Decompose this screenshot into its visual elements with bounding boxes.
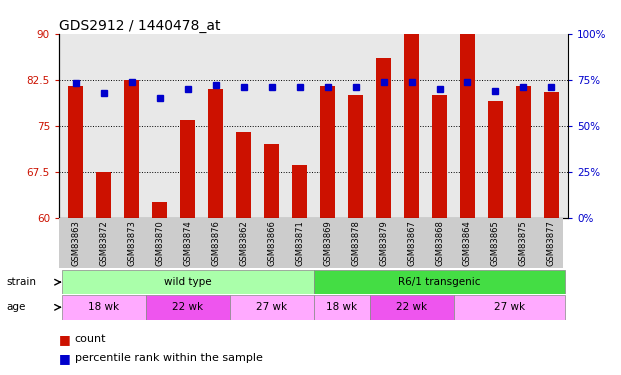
Bar (487, 101, 503, 217)
Bar (230, 295, 314, 320)
Text: GSM83863: GSM83863 (71, 220, 80, 266)
Text: wild type: wild type (164, 277, 212, 287)
Text: 27 wk: 27 wk (256, 302, 287, 312)
Text: R6/1 transgenic: R6/1 transgenic (398, 277, 481, 287)
Bar (236, 132, 252, 218)
Text: percentile rank within the sample: percentile rank within the sample (75, 353, 263, 363)
Text: count: count (75, 334, 106, 344)
Text: GSM83878: GSM83878 (351, 220, 360, 266)
Bar (62, 270, 314, 294)
Bar (292, 165, 307, 218)
Text: 18 wk: 18 wk (326, 302, 357, 312)
Text: GSM83871: GSM83871 (295, 220, 304, 266)
Text: GSM83867: GSM83867 (407, 220, 416, 266)
Text: age: age (6, 302, 25, 312)
Bar (62, 295, 146, 320)
Text: GSM83875: GSM83875 (519, 220, 528, 266)
Text: 22 wk: 22 wk (172, 302, 203, 312)
Text: GDS2912 / 1440478_at: GDS2912 / 1440478_at (59, 19, 220, 33)
Bar (453, 295, 565, 320)
Text: 18 wk: 18 wk (88, 302, 119, 312)
Text: GSM83872: GSM83872 (99, 220, 108, 266)
Text: GSM83879: GSM83879 (379, 220, 388, 266)
Bar (208, 89, 224, 218)
Bar (544, 92, 559, 218)
Bar (516, 86, 531, 218)
Text: GSM83866: GSM83866 (267, 220, 276, 266)
Text: GSM83870: GSM83870 (155, 220, 164, 266)
Text: GSM83862: GSM83862 (239, 220, 248, 266)
Bar (348, 95, 363, 218)
Bar (314, 295, 369, 320)
Text: ■: ■ (59, 352, 71, 364)
Text: ■: ■ (59, 333, 71, 346)
Text: GSM83877: GSM83877 (547, 220, 556, 266)
Bar (180, 120, 196, 218)
Text: GSM83864: GSM83864 (463, 220, 472, 266)
Text: GSM83874: GSM83874 (183, 220, 192, 266)
Bar (96, 172, 111, 217)
Text: strain: strain (6, 277, 36, 287)
Text: 27 wk: 27 wk (494, 302, 525, 312)
Text: GSM83876: GSM83876 (211, 220, 220, 266)
Bar (264, 144, 279, 218)
Text: GSM83869: GSM83869 (323, 220, 332, 266)
Bar (432, 95, 447, 218)
Bar (404, 34, 419, 218)
Bar (152, 202, 168, 217)
Bar (124, 80, 140, 218)
Bar (146, 295, 230, 320)
Bar (376, 58, 391, 217)
Bar (460, 34, 475, 218)
Bar (320, 86, 335, 218)
Text: GSM83868: GSM83868 (435, 220, 444, 266)
Text: GSM83873: GSM83873 (127, 220, 136, 266)
Bar (314, 270, 565, 294)
Bar (369, 295, 453, 320)
Bar (68, 86, 83, 218)
Text: GSM83865: GSM83865 (491, 220, 500, 266)
Text: 22 wk: 22 wk (396, 302, 427, 312)
